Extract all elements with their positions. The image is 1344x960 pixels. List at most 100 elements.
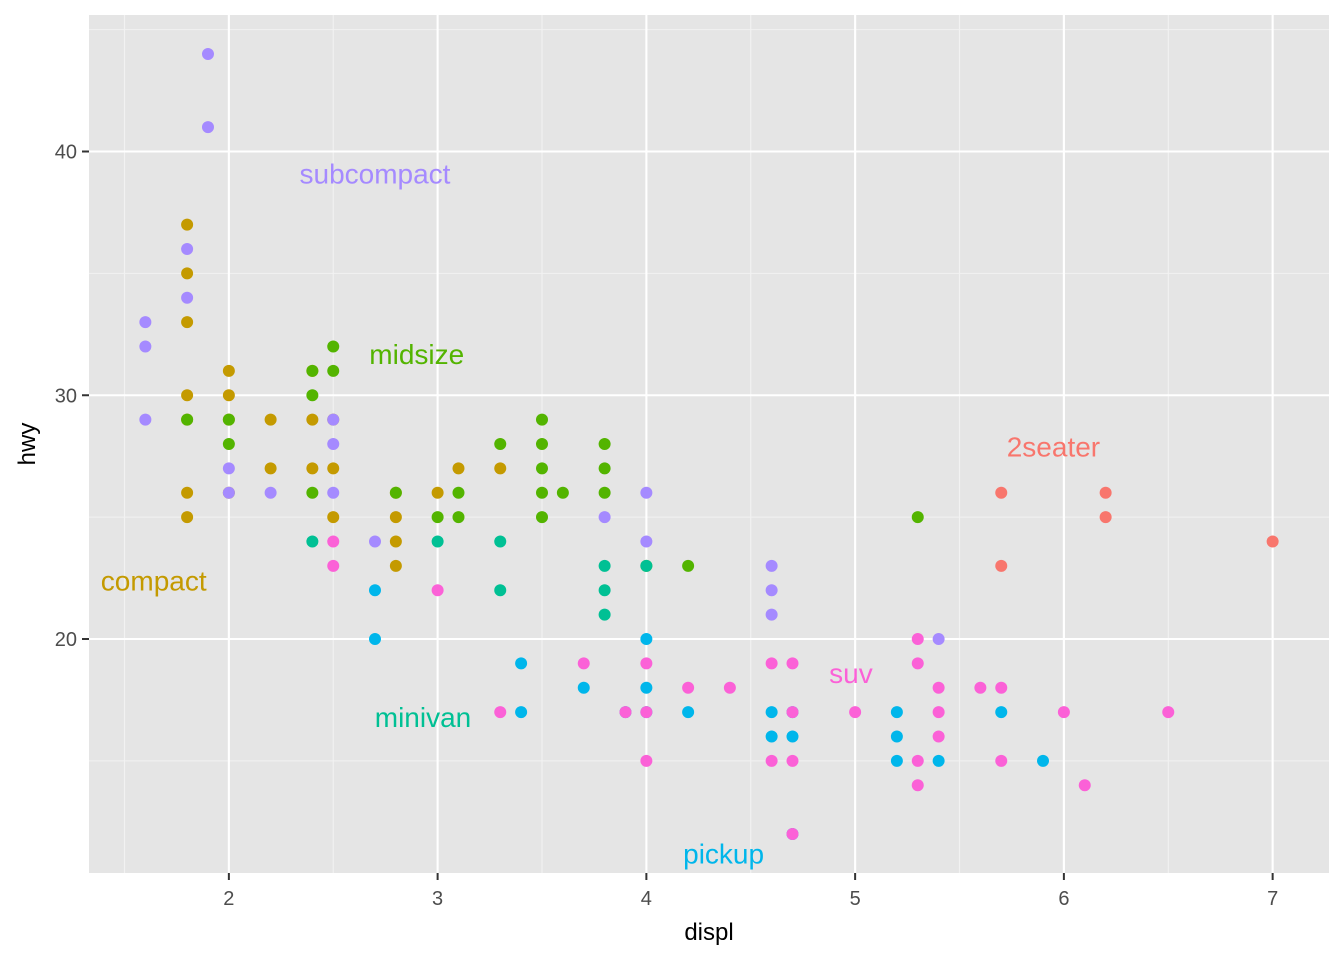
- class-label-minivan: minivan: [375, 702, 471, 733]
- class-label-pickup: pickup: [683, 839, 764, 870]
- data-point-compact: [222, 389, 235, 402]
- data-point-compact: [181, 316, 194, 329]
- data-point-suv: [619, 706, 632, 719]
- data-point-subcompact: [327, 486, 340, 499]
- data-point-suv: [723, 681, 736, 694]
- data-point-2seater: [995, 486, 1008, 499]
- x-tick-label: 7: [1267, 888, 1278, 910]
- x-tick-label: 5: [850, 888, 861, 910]
- data-point-midsize: [598, 486, 611, 499]
- class-label-compact: compact: [101, 566, 207, 597]
- data-point-subcompact: [201, 48, 214, 60]
- data-point-midsize: [494, 438, 507, 450]
- data-point-midsize: [222, 438, 235, 450]
- data-point-midsize: [535, 462, 548, 475]
- data-point-midsize: [598, 438, 611, 450]
- data-point-suv: [911, 754, 924, 767]
- data-point-midsize: [452, 486, 465, 499]
- data-point-suv: [327, 559, 340, 572]
- data-point-pickup: [368, 584, 381, 597]
- data-point-minivan: [598, 584, 611, 597]
- gridlines: [89, 15, 1329, 873]
- data-point-pickup: [515, 657, 528, 670]
- data-point-subcompact: [765, 608, 778, 621]
- data-point-compact: [264, 413, 277, 426]
- data-point-subcompact: [327, 438, 340, 450]
- data-point-midsize: [535, 413, 548, 426]
- data-point-midsize: [911, 511, 924, 524]
- data-point-compact: [306, 413, 319, 426]
- data-point-minivan: [306, 535, 319, 548]
- data-point-suv: [932, 706, 945, 719]
- data-point-suv: [911, 779, 924, 792]
- data-point-compact: [181, 218, 194, 231]
- data-point-suv: [974, 681, 987, 694]
- data-point-minivan: [598, 608, 611, 621]
- data-point-minivan: [431, 535, 444, 548]
- data-point-pickup: [765, 706, 778, 719]
- data-point-midsize: [431, 511, 444, 524]
- data-point-suv: [640, 754, 653, 767]
- data-point-suv: [786, 657, 799, 670]
- data-point-suv: [849, 706, 862, 719]
- data-point-pickup: [995, 706, 1008, 719]
- data-point-subcompact: [139, 413, 152, 426]
- data-point-suv: [786, 754, 799, 767]
- class-labels: 2seater compact midsize minivan pickup subcom…: [101, 158, 1100, 869]
- data-point-compact: [264, 462, 277, 475]
- data-point-compact: [181, 511, 194, 524]
- x-axis-title: displ: [684, 919, 733, 946]
- y-tick-label: 20: [55, 629, 77, 651]
- data-point-2seater: [995, 559, 1008, 572]
- data-point-subcompact: [765, 559, 778, 572]
- data-point-2seater: [1099, 486, 1112, 499]
- data-point-pickup: [890, 730, 903, 743]
- data-point-suv: [911, 633, 924, 645]
- data-point-minivan: [494, 535, 507, 548]
- data-point-compact: [306, 462, 319, 475]
- data-point-midsize: [452, 511, 465, 524]
- data-point-pickup: [640, 681, 653, 694]
- data-point-pickup: [368, 633, 381, 645]
- data-point-suv: [1057, 706, 1070, 719]
- data-point-suv: [1078, 779, 1091, 792]
- class-label-midsize: midsize: [369, 339, 464, 370]
- data-point-midsize: [535, 438, 548, 450]
- data-point-pickup: [1037, 754, 1050, 767]
- data-point-pickup: [890, 706, 903, 719]
- data-point-pickup: [640, 633, 653, 645]
- data-point-midsize: [306, 486, 319, 499]
- data-point-suv: [786, 828, 799, 840]
- data-point-suv: [765, 754, 778, 767]
- data-point-compact: [181, 389, 194, 402]
- data-point-subcompact: [201, 121, 214, 134]
- data-point-compact: [431, 486, 444, 499]
- data-point-subcompact: [139, 340, 152, 353]
- class-label-2seater: 2seater: [1007, 431, 1100, 462]
- data-point-compact: [327, 511, 340, 524]
- data-point-subcompact: [640, 535, 653, 548]
- data-point-subcompact: [368, 535, 381, 548]
- data-point-pickup: [515, 706, 528, 719]
- data-point-suv: [327, 535, 340, 548]
- class-label-suv: suv: [829, 658, 873, 689]
- data-point-subcompact: [181, 291, 194, 304]
- data-point-minivan: [640, 559, 653, 572]
- data-point-subcompact: [327, 413, 340, 426]
- data-point-suv: [1162, 706, 1175, 719]
- data-point-subcompact: [932, 633, 945, 645]
- data-point-compact: [452, 462, 465, 475]
- data-point-subcompact: [181, 243, 194, 255]
- data-point-suv: [640, 706, 653, 719]
- data-point-subcompact: [264, 486, 277, 499]
- x-tick-label: 4: [641, 888, 652, 910]
- data-point-pickup: [765, 730, 778, 743]
- data-point-midsize: [598, 462, 611, 475]
- data-point-compact: [327, 462, 340, 475]
- data-point-pickup: [786, 730, 799, 743]
- data-point-suv: [932, 681, 945, 694]
- data-point-suv: [932, 730, 945, 743]
- data-point-midsize: [682, 559, 695, 572]
- data-point-compact: [389, 535, 402, 548]
